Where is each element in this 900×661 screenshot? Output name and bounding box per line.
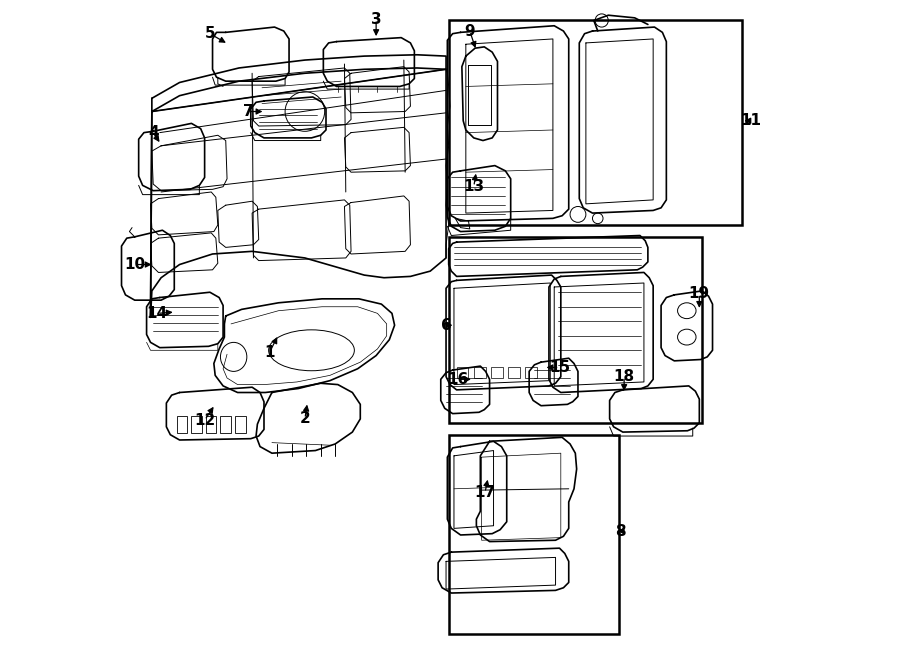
Text: 13: 13 [464, 179, 484, 194]
Bar [192, 416, 202, 434]
Bar [235, 416, 246, 434]
Text: 18: 18 [614, 369, 634, 384]
Text: 10: 10 [124, 257, 145, 272]
Text: 8: 8 [615, 524, 626, 539]
Bar [526, 368, 537, 378]
Text: 9: 9 [464, 24, 475, 38]
Text: 19: 19 [688, 286, 710, 301]
Text: 2: 2 [300, 411, 310, 426]
Bar [449, 237, 702, 423]
Text: 7: 7 [243, 104, 254, 119]
Text: 11: 11 [741, 113, 761, 128]
Bar [206, 416, 217, 434]
Text: 4: 4 [148, 125, 158, 140]
Bar [449, 20, 742, 225]
Text: 1: 1 [264, 346, 274, 360]
Text: 12: 12 [194, 412, 215, 428]
Text: 3: 3 [371, 12, 382, 26]
Bar [473, 368, 486, 378]
Text: 15: 15 [549, 360, 570, 375]
Text: 5: 5 [204, 26, 215, 41]
Bar [177, 416, 187, 434]
Bar [220, 416, 231, 434]
Text: 14: 14 [147, 306, 167, 321]
Bar [491, 368, 503, 378]
Bar [508, 368, 520, 378]
Bar [449, 435, 619, 634]
Text: 16: 16 [447, 371, 469, 387]
Text: 17: 17 [474, 485, 496, 500]
Bar [456, 368, 469, 378]
Text: 6: 6 [441, 318, 452, 332]
